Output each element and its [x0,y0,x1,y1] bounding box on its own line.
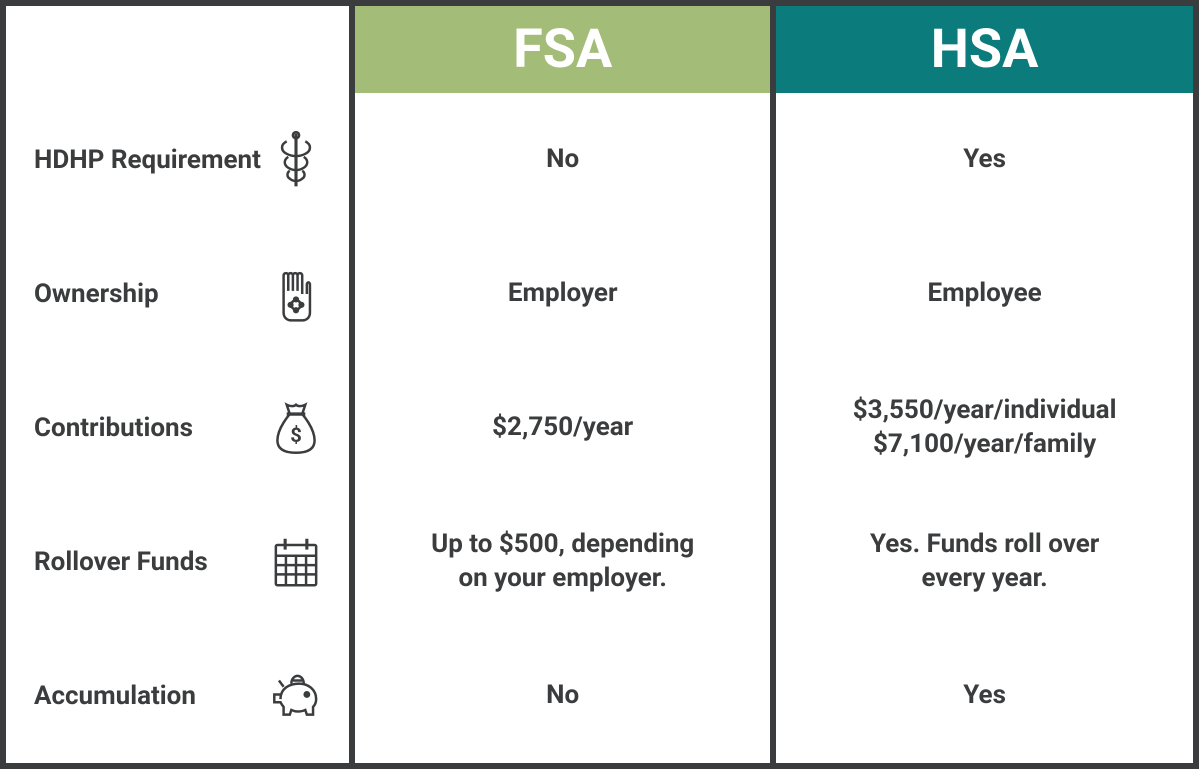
row-label-contributions: Contributions $ [6,361,349,495]
label-text: Ownership [34,278,261,311]
body-row: HDHP Requirement Ownership Contributions… [3,93,1196,766]
row-label-ownership: Ownership [6,227,349,361]
labels-column: HDHP Requirement Ownership Contributions… [3,93,352,766]
svg-text:$: $ [290,423,302,447]
row-label-hdhp: HDHP Requirement [6,93,349,227]
comparison-table: FSA HSA HDHP Requirement Ownership Contr… [0,0,1199,769]
label-text: Accumulation [34,680,261,713]
header-fsa: FSA [352,3,773,93]
hsa-ownership: Employee [776,227,1193,361]
hand-flower-icon [261,259,331,329]
caduceus-icon [261,125,331,195]
header-empty-cell [3,3,352,93]
hsa-hdhp: Yes [776,93,1193,227]
piggy-bank-icon [261,661,331,731]
fsa-column: No Employer $2,750/year Up to $500, depe… [352,93,773,766]
hsa-contributions: $3,550/year/individual $7,100/year/famil… [776,361,1193,495]
money-bag-icon: $ [261,393,331,463]
fsa-accumulation: No [355,629,770,763]
hsa-accumulation: Yes [776,629,1193,763]
header-hsa: HSA [773,3,1196,93]
fsa-ownership: Employer [355,227,770,361]
hsa-rollover: Yes. Funds roll over every year. [776,495,1193,629]
row-label-accumulation: Accumulation [6,629,349,763]
label-text: Rollover Funds [34,546,261,579]
fsa-rollover: Up to $500, depending on your employer. [355,495,770,629]
fsa-contributions: $2,750/year [355,361,770,495]
header-row: FSA HSA [3,3,1196,93]
row-label-rollover: Rollover Funds [6,495,349,629]
label-text: Contributions [34,412,261,445]
label-text: HDHP Requirement [34,144,261,177]
hsa-column: Yes Employee $3,550/year/individual $7,1… [773,93,1196,766]
fsa-hdhp: No [355,93,770,227]
calendar-icon [261,527,331,597]
